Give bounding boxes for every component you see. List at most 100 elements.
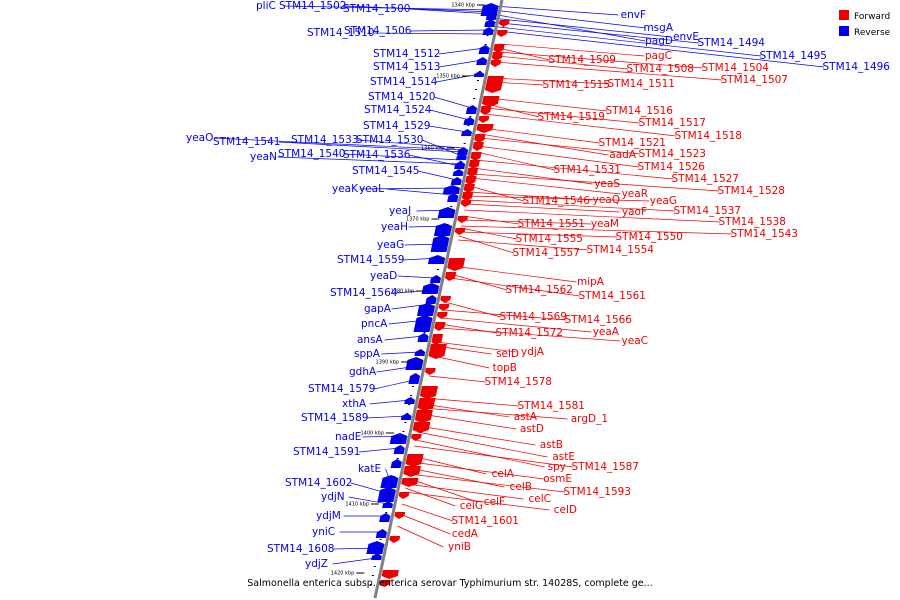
gene-label-stm14-1510[interactable]: STM14_1510: [307, 27, 374, 39]
gene-feature[interactable]: [417, 398, 436, 411]
gene-feature[interactable]: [371, 553, 382, 560]
gene-feature[interactable]: [400, 413, 412, 420]
gene-label-ynic[interactable]: yniC: [312, 526, 335, 538]
gene-label-stm14-1495[interactable]: STM14_1495: [760, 50, 827, 62]
gene-label-stm14-1517[interactable]: STM14_1517: [639, 117, 706, 129]
gene-feature[interactable]: [485, 11, 497, 20]
gene-label-stm14-1533[interactable]: STM14_1533: [291, 134, 358, 146]
gene-label-stm14-1530[interactable]: STM14_1530: [356, 134, 423, 146]
gene-feature[interactable]: [465, 176, 477, 185]
gene-label-stm14-1514[interactable]: STM14_1514: [370, 76, 438, 88]
gene-feature[interactable]: [478, 116, 490, 123]
gene-label-stm14-1601[interactable]: STM14_1601: [452, 515, 519, 527]
gene-label-celc[interactable]: celC: [529, 493, 551, 505]
gene-label-stm14-1508[interactable]: STM14_1508: [627, 63, 694, 75]
gene-label-stm14-1559[interactable]: STM14_1559: [337, 254, 404, 266]
gene-feature[interactable]: [380, 475, 399, 488]
gene-label-stm14-1536[interactable]: STM14_1536: [343, 149, 411, 161]
gene-label-yeaq[interactable]: yeaQ: [593, 194, 620, 206]
gene-label-stm14-1555[interactable]: STM14_1555: [516, 233, 583, 245]
gene-label-stm14-1572[interactable]: STM14_1572: [496, 327, 563, 339]
gene-label-ydjn[interactable]: ydjN: [321, 491, 345, 503]
gene-feature[interactable]: [460, 200, 472, 207]
gene-label-yeak[interactable]: yeaK: [332, 183, 359, 195]
gene-feature[interactable]: [436, 312, 448, 319]
gene-label-stm14-1591[interactable]: STM14_1591: [293, 446, 360, 458]
gene-label-ansa[interactable]: ansA: [357, 334, 384, 346]
gene-label-stm14-1541[interactable]: STM14_1541: [213, 136, 280, 148]
gene-feature[interactable]: [463, 184, 475, 193]
gene-label-stm14-1516[interactable]: STM14_1516: [606, 105, 674, 117]
gene-feature[interactable]: [408, 373, 421, 384]
gene-label-stm14-1546[interactable]: STM14_1546: [523, 195, 591, 207]
gene-label-stm14-1589[interactable]: STM14_1589: [301, 412, 368, 424]
gene-feature[interactable]: [440, 296, 452, 303]
gene-feature[interactable]: [425, 368, 436, 375]
gene-feature[interactable]: [390, 459, 402, 468]
gene-label-sppa[interactable]: sppA: [354, 348, 381, 360]
gene-feature[interactable]: [468, 160, 480, 169]
gene-label-asta[interactable]: astA: [514, 411, 538, 423]
gene-label-stm14-1524[interactable]: STM14_1524: [364, 104, 432, 116]
gene-label-spy[interactable]: spy: [548, 461, 566, 473]
gene-label-stm14-1509[interactable]: STM14_1509: [549, 54, 616, 66]
gene-feature[interactable]: [484, 76, 504, 93]
gene-feature[interactable]: [454, 161, 466, 169]
gene-feature[interactable]: [401, 478, 419, 487]
gene-label-nade[interactable]: nadE: [335, 431, 361, 443]
gene-label-stm14-1564[interactable]: STM14_1564: [330, 287, 398, 299]
gene-feature[interactable]: [465, 105, 478, 114]
gene-label-yeaa[interactable]: yeaA: [593, 326, 620, 338]
gene-label-stm14-1527[interactable]: STM14_1527: [672, 173, 739, 185]
gene-label-gdha[interactable]: gdhA: [349, 366, 377, 378]
gene-label-yeac[interactable]: yeaC: [622, 335, 648, 347]
gene-feature[interactable]: [394, 512, 406, 519]
gene-label-stm14-1511[interactable]: STM14_1511: [608, 78, 675, 90]
gene-label-aada[interactable]: aadA: [609, 149, 637, 161]
gene-label-yaof[interactable]: yaoF: [622, 206, 647, 218]
gene-label-stm14-1513[interactable]: STM14_1513: [373, 61, 440, 73]
gene-feature[interactable]: [389, 433, 408, 444]
gene-feature[interactable]: [480, 106, 492, 115]
gene-label-xtha[interactable]: xthA: [342, 398, 367, 410]
gene-feature[interactable]: [445, 272, 457, 281]
gene-label-ceda[interactable]: cedA: [452, 528, 479, 540]
gene-label-stm14-1562[interactable]: STM14_1562: [506, 284, 573, 296]
gene-label-stm14-1529[interactable]: STM14_1529: [363, 120, 430, 132]
gene-label-stm14-1502[interactable]: STM14_1502: [279, 0, 346, 12]
gene-label-stm14-1540[interactable]: STM14_1540: [278, 148, 345, 160]
gene-feature[interactable]: [404, 397, 415, 404]
gene-feature[interactable]: [416, 303, 435, 316]
gene-feature[interactable]: [375, 529, 387, 538]
gene-feature[interactable]: [427, 255, 446, 264]
gene-feature[interactable]: [431, 334, 444, 345]
gene-label-astd[interactable]: astD: [520, 423, 544, 435]
gene-label-stm14-1523[interactable]: STM14_1523: [639, 148, 706, 160]
gene-label-stm14-1528[interactable]: STM14_1528: [718, 185, 785, 197]
gene-feature[interactable]: [454, 228, 466, 235]
gene-feature[interactable]: [461, 192, 474, 201]
gene-label-stm14-1520[interactable]: STM14_1520: [368, 91, 435, 103]
gene-label-stm14-1507[interactable]: STM14_1507: [721, 74, 788, 86]
gene-label-stm14-1543[interactable]: STM14_1543: [731, 228, 798, 240]
gene-feature[interactable]: [476, 124, 494, 133]
gene-feature[interactable]: [389, 536, 401, 543]
gene-label-pagd[interactable]: pagD: [645, 35, 673, 47]
gene-label-osme[interactable]: osmE: [543, 473, 572, 485]
gene-feature[interactable]: [478, 45, 490, 54]
gene-feature[interactable]: [442, 185, 461, 194]
gene-label-stm14-1550[interactable]: STM14_1550: [616, 231, 683, 243]
gene-feature[interactable]: [430, 235, 450, 252]
gene-feature[interactable]: [467, 168, 479, 177]
gene-label-yeaj[interactable]: yeaJ: [389, 205, 411, 217]
gene-feature[interactable]: [381, 570, 399, 579]
gene-label-stm14-1494[interactable]: STM14_1494: [698, 37, 766, 49]
gene-feature[interactable]: [419, 386, 438, 399]
gene-label-yeag[interactable]: yeaG: [650, 195, 677, 207]
gene-label-celd[interactable]: celD: [554, 504, 577, 516]
gene-feature[interactable]: [474, 134, 486, 143]
gene-label-stm14-1554[interactable]: STM14_1554: [587, 244, 655, 256]
gene-feature[interactable]: [447, 258, 466, 271]
gene-feature[interactable]: [450, 177, 462, 185]
gene-label-stm14-1537[interactable]: STM14_1537: [674, 205, 741, 217]
